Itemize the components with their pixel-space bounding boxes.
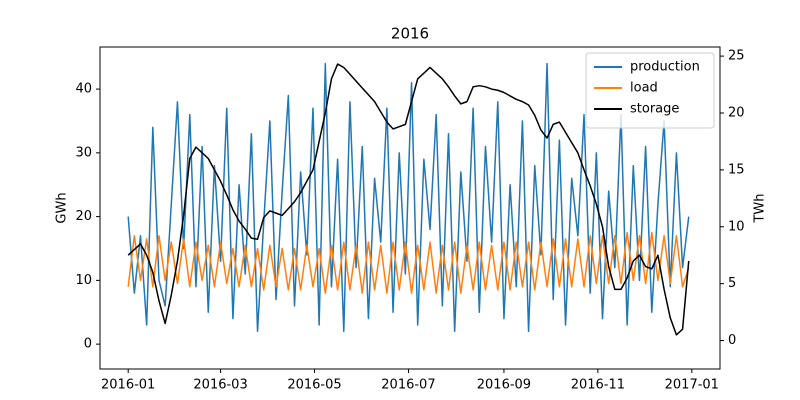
series-line — [127, 62, 690, 333]
y2-tick-label: 15 — [728, 162, 745, 177]
x-tick-label: 2016-05 — [287, 378, 341, 393]
plot-frame — [99, 46, 721, 370]
y-axis-label: GWh — [55, 192, 70, 223]
y2-tick-label: 25 — [728, 49, 745, 64]
series-line — [127, 231, 690, 294]
y-tick-label: 10 — [75, 273, 92, 288]
y-tick-label: 30 — [75, 145, 92, 160]
series-line — [127, 63, 690, 336]
y2-axis-label: TWh — [753, 193, 768, 223]
y2-tick-label: 5 — [728, 276, 736, 291]
x-tick-label: 2016-11 — [571, 378, 625, 393]
y-tick-label: 20 — [75, 209, 92, 224]
legend-label: load — [630, 81, 658, 96]
x-tick-label: 2016-01 — [101, 378, 155, 393]
x-tick-label: 2017-01 — [665, 378, 719, 393]
legend-label: production — [630, 60, 700, 75]
chart-title: 2016 — [391, 25, 429, 43]
y-tick-label: 40 — [75, 82, 92, 97]
x-tick-label: 2016-03 — [193, 378, 247, 393]
x-tick-label: 2016-07 — [381, 378, 435, 393]
legend-label: storage — [630, 102, 679, 117]
y2-tick-label: 10 — [728, 219, 745, 234]
x-tick-label: 2016-09 — [477, 378, 531, 393]
y2-tick-label: 20 — [728, 105, 745, 120]
y-tick-label: 0 — [84, 337, 92, 352]
y2-tick-label: 0 — [728, 333, 736, 348]
